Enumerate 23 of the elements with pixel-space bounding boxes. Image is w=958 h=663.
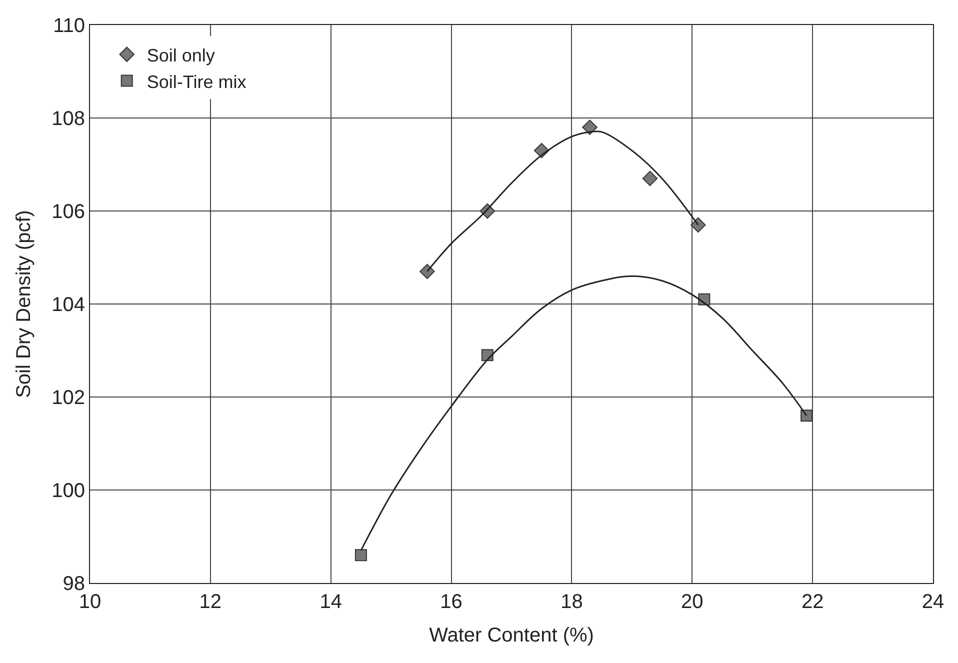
point [420, 264, 435, 280]
y-axis-title: Soil Dry Density (pcf) [13, 210, 36, 398]
y-tick-label: 106 [52, 201, 85, 223]
y-tick-label: 110 [53, 15, 85, 37]
point [354, 549, 367, 562]
x-tick-label: 14 [320, 591, 342, 613]
point [690, 217, 706, 233]
x-tick-label: 24 [922, 591, 944, 613]
point [582, 120, 598, 135]
x-tick-label: 12 [199, 591, 222, 613]
legend-label: Soil only [146, 45, 215, 66]
point [642, 170, 658, 186]
legend-label: Soil-Tire mix [146, 72, 246, 92]
x-axis-title: Water Content (%) [429, 624, 594, 646]
x-tick-label: 22 [801, 591, 824, 613]
y-tick-label: 104 [52, 294, 85, 316]
x-tick-label: 16 [440, 591, 462, 613]
point [800, 410, 813, 422]
x-tick-label: 18 [560, 591, 583, 613]
y-tick-label: 100 [52, 480, 85, 502]
x-tick-label: 20 [681, 591, 704, 613]
y-tick-label: 108 [52, 108, 85, 130]
y-tick-label: 102 [52, 387, 85, 409]
